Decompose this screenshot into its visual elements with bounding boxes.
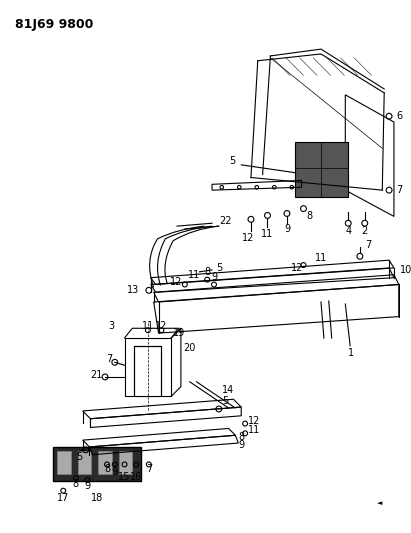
Text: 11: 11: [188, 270, 201, 280]
Text: 15: 15: [118, 472, 131, 482]
Text: 12: 12: [169, 277, 182, 287]
Text: 2: 2: [362, 226, 368, 236]
Text: 7: 7: [365, 240, 371, 249]
Text: 8: 8: [204, 267, 210, 277]
Text: 11: 11: [142, 321, 154, 332]
Text: 5: 5: [222, 396, 228, 406]
Text: 11: 11: [315, 253, 327, 263]
Text: ◄: ◄: [376, 500, 382, 506]
Text: 5: 5: [229, 156, 236, 166]
Text: 8: 8: [238, 432, 245, 442]
Text: 16: 16: [130, 472, 142, 482]
Text: 9: 9: [112, 467, 118, 477]
Polygon shape: [53, 447, 141, 481]
Text: 19: 19: [173, 328, 185, 338]
Text: 8: 8: [306, 212, 312, 221]
Polygon shape: [58, 451, 71, 474]
Polygon shape: [134, 346, 162, 397]
Text: 9: 9: [284, 224, 290, 234]
Text: 12: 12: [248, 416, 261, 426]
Polygon shape: [119, 451, 132, 474]
Polygon shape: [98, 451, 112, 474]
Polygon shape: [295, 141, 348, 197]
Text: 7: 7: [396, 185, 402, 195]
Text: 17: 17: [57, 492, 69, 503]
Text: 7: 7: [106, 354, 113, 365]
Text: 14: 14: [222, 384, 234, 394]
Text: 12: 12: [242, 233, 254, 243]
Text: 8: 8: [73, 479, 79, 489]
Text: 7: 7: [145, 464, 152, 474]
Text: 18: 18: [91, 492, 104, 503]
Text: 22: 22: [219, 216, 231, 227]
Text: 5: 5: [216, 263, 222, 273]
Text: 12: 12: [155, 321, 168, 332]
Text: 81J69 9800: 81J69 9800: [14, 18, 93, 31]
Text: 1: 1: [348, 348, 354, 358]
Text: 11: 11: [261, 229, 274, 239]
Text: 4: 4: [345, 226, 351, 236]
Text: 10: 10: [400, 265, 411, 275]
Text: 6: 6: [396, 111, 402, 121]
Text: 9: 9: [238, 440, 245, 450]
Text: 12: 12: [291, 263, 303, 273]
Text: 9: 9: [85, 481, 90, 491]
Text: 11: 11: [248, 425, 260, 435]
Text: 5: 5: [76, 451, 83, 462]
Text: 20: 20: [183, 343, 195, 353]
Text: 8: 8: [104, 464, 110, 474]
Polygon shape: [78, 451, 91, 474]
Text: 3: 3: [109, 321, 115, 332]
Text: 21: 21: [91, 370, 103, 380]
Text: 13: 13: [127, 285, 139, 295]
Text: 9: 9: [211, 272, 217, 282]
